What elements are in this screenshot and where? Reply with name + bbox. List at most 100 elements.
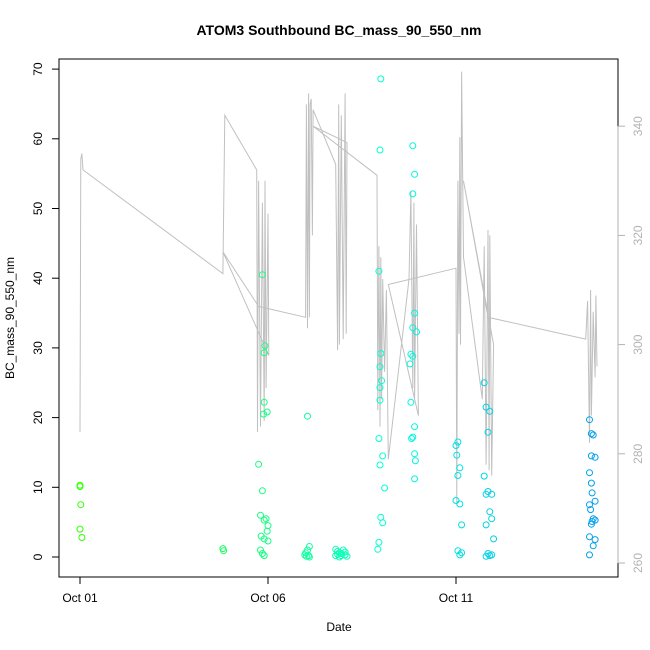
x-tick-label: Oct 11 [439, 591, 474, 605]
secondary-line-layer [79, 71, 598, 503]
y2-tick-label: 280 [631, 443, 645, 463]
data-point [589, 542, 597, 550]
data-point [76, 483, 84, 491]
data-point [452, 442, 460, 449]
y-tick-label: 30 [31, 341, 45, 355]
data-point [260, 516, 268, 524]
data-point [375, 267, 383, 275]
data-point [588, 489, 596, 497]
data-point [456, 551, 464, 559]
data-point [586, 416, 593, 424]
data-point [305, 553, 313, 561]
data-point [488, 551, 496, 559]
data-point [458, 549, 466, 557]
data-point [305, 552, 313, 560]
data-point [409, 190, 417, 198]
y2-tick-label: 340 [631, 116, 645, 136]
data-point [263, 527, 271, 535]
data-point [411, 450, 419, 458]
data-point [411, 457, 419, 465]
data-point [376, 146, 384, 154]
data-point [407, 398, 415, 406]
data-point [586, 551, 593, 559]
data-point [591, 536, 599, 544]
data-point [260, 398, 268, 406]
y-tick-label: 20 [31, 411, 45, 425]
data-point [376, 396, 384, 404]
data-point [586, 501, 593, 509]
x-tick-label: Oct 06 [250, 591, 286, 605]
data-point [262, 515, 270, 523]
data-point [411, 423, 419, 431]
data-point [258, 271, 266, 279]
data-point [488, 515, 496, 523]
data-point [257, 546, 264, 554]
data-point [588, 518, 596, 525]
data-point [454, 547, 462, 555]
secondary-line [79, 71, 598, 503]
data-point [260, 410, 267, 418]
data-point [377, 350, 385, 357]
data-point [480, 472, 488, 480]
data-point [305, 543, 313, 550]
data-point [255, 460, 263, 468]
data-point [374, 545, 382, 553]
data-point [260, 535, 268, 543]
x-axis-label: Date [326, 620, 352, 634]
data-point [334, 550, 342, 558]
data-point [413, 328, 420, 336]
data-point [375, 435, 383, 442]
data-point [260, 349, 268, 357]
point-layer [76, 75, 599, 561]
data-point [264, 537, 272, 545]
data-point [76, 525, 84, 533]
data-point [453, 451, 461, 459]
data-point [458, 521, 466, 529]
y-tick-label: 10 [31, 480, 45, 494]
y-axis: 0 10 20 30 40 50 60 70 [31, 62, 60, 560]
data-point [337, 552, 345, 560]
data-point [257, 511, 264, 519]
data-point [406, 360, 414, 368]
data-point [586, 533, 593, 541]
data-point [411, 309, 419, 317]
data-point [260, 552, 268, 560]
data-point [587, 506, 595, 514]
data-point [376, 384, 384, 392]
data-point [591, 497, 599, 505]
data-point [261, 342, 269, 350]
data-point [456, 500, 464, 508]
chart-title: ATOM3 Southbound BC_mass_90_550_nm [196, 22, 481, 38]
data-point [486, 508, 494, 516]
data-point [490, 535, 498, 543]
data-point [341, 548, 349, 556]
y-tick-label: 50 [31, 202, 45, 216]
data-point [587, 479, 595, 487]
data-point [482, 403, 490, 411]
data-point [304, 412, 311, 420]
data-point [589, 431, 597, 439]
data-point [480, 379, 488, 387]
data-point [482, 521, 490, 529]
data-point [409, 324, 417, 332]
data-point [409, 142, 417, 150]
data-point [452, 497, 460, 504]
data-point [378, 377, 386, 385]
data-point [411, 170, 419, 178]
data-point [488, 490, 496, 498]
data-point [78, 534, 86, 541]
data-point [484, 428, 492, 436]
data-point [381, 484, 389, 492]
y-tick-label: 0 [31, 553, 45, 560]
data-point [376, 461, 384, 469]
x-tick-label: Oct 01 [62, 591, 98, 605]
data-point [591, 453, 599, 461]
data-point [376, 363, 384, 371]
data-point [454, 438, 462, 446]
y2-tick-label: 260 [631, 553, 645, 573]
y-tick-label: 40 [31, 271, 45, 285]
y2-tick-label: 300 [631, 334, 645, 354]
data-point [375, 538, 383, 546]
